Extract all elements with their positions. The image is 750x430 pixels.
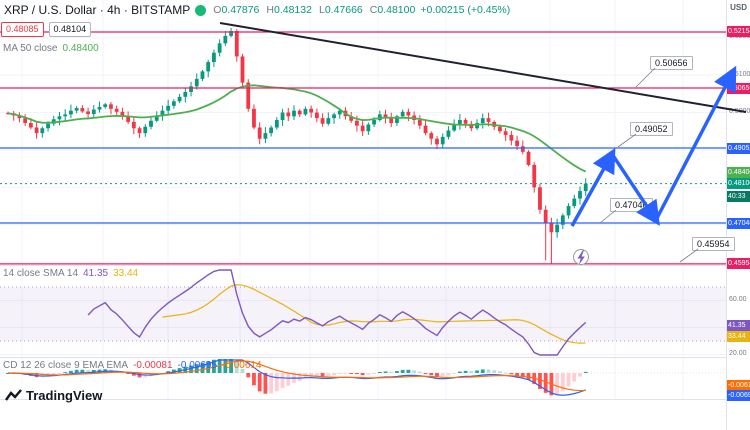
- rsi-legend[interactable]: 14 close SMA 14 41.35 33.44: [3, 268, 138, 279]
- low-value: 0.47666: [324, 4, 363, 16]
- macd-signal-value: -0.00614: [222, 360, 262, 371]
- macd-legend[interactable]: CD 12 26 close 9 EMA EMA -0.00081 -0.006…: [3, 360, 262, 371]
- rsi-legend-label: 14 close SMA 14: [3, 268, 79, 279]
- macd-pane[interactable]: [0, 358, 727, 399]
- rsi-pane[interactable]: [0, 266, 727, 357]
- ohlc-close: C0.48100: [368, 4, 416, 16]
- watermark-text: TradingView: [26, 388, 103, 403]
- price-chart-pane[interactable]: [0, 0, 727, 265]
- rsi-value-label: 33.44: [727, 330, 750, 342]
- buy-price-button[interactable]: 0.48104: [48, 22, 92, 37]
- ohlc-high: H0.48132: [264, 4, 312, 16]
- price-line-label: 0.47046: [727, 217, 750, 229]
- rsi-sma-line: [162, 284, 586, 344]
- ohlc-open: O0.47876: [211, 4, 259, 16]
- rsi-line: [87, 269, 587, 356]
- macd-line-value: -0.00695: [177, 360, 218, 371]
- price-line-label: 0.50656: [727, 82, 750, 94]
- sell-price-button[interactable]: 0.48085: [1, 22, 44, 37]
- high-value: 0.48132: [274, 4, 312, 16]
- price-scale[interactable]: [726, 0, 750, 430]
- change-value: +0.00215 (+0.45%): [420, 4, 511, 16]
- price-line-label: 0.48100: [727, 178, 750, 190]
- ohlc-low: L0.47666: [317, 4, 363, 16]
- pane-divider: [0, 399, 750, 400]
- close-value: 0.48100: [377, 4, 416, 16]
- rsi-value-label: 41.35: [727, 320, 750, 332]
- price-line-label: 0.49052: [727, 142, 750, 154]
- price-callout[interactable]: 0.45954: [692, 237, 735, 251]
- rsi-sma-value: 33.44: [113, 268, 139, 279]
- price-line-label: 40:33: [727, 190, 750, 202]
- macd-hist-value: -0.00081: [133, 360, 173, 371]
- rsi-tick: 60.00: [729, 296, 747, 303]
- price-callout[interactable]: 0.49052: [630, 122, 673, 136]
- bitstamp-logo-icon: [195, 4, 207, 16]
- macd-value-label: -0.00695: [727, 390, 750, 401]
- tradingview-watermark[interactable]: TradingView: [5, 388, 102, 403]
- macd-legend-label: CD 12 26 close 9 EMA EMA: [3, 360, 129, 371]
- pane-divider[interactable]: [0, 265, 750, 266]
- time-scale[interactable]: 252830Sep468111315: [0, 400, 750, 430]
- rsi-legend-value: 41.35: [83, 268, 109, 279]
- rsi-tick: 20.00: [729, 350, 747, 357]
- macd-line: [7, 359, 586, 396]
- price-line-label: 0.48400: [727, 166, 750, 178]
- ma-legend-label: MA 50 close: [3, 43, 58, 54]
- symbol-title[interactable]: XRP / U.S. Dollar · 4h · BITSTAMP: [4, 3, 191, 17]
- tradingview-logo-icon: [5, 388, 22, 401]
- candles[interactable]: [6, 28, 588, 264]
- high-key: H: [266, 4, 274, 16]
- pane-divider[interactable]: [0, 357, 750, 358]
- low-key: L: [318, 4, 325, 16]
- open-value: 0.47876: [221, 4, 260, 16]
- macd-signal-line: [7, 360, 586, 392]
- currency-label: USD: [730, 3, 747, 12]
- open-key: O: [213, 4, 222, 16]
- price-line-label: 0.45954: [727, 258, 750, 270]
- close-key: C: [369, 4, 378, 16]
- price-callout[interactable]: 0.47046: [610, 198, 653, 212]
- ma-legend[interactable]: MA 50 close 0.48400: [3, 43, 99, 54]
- rsi-band: [0, 287, 727, 341]
- symbol-legend[interactable]: XRP / U.S. Dollar · 4h · BITSTAMP O0.478…: [4, 3, 510, 17]
- quote-panel: 0.48085 0.48104: [1, 22, 92, 37]
- price-line-label: 0.52154: [727, 26, 750, 38]
- price-callout[interactable]: 0.50656: [650, 56, 693, 70]
- ma-legend-value: 0.48400: [62, 43, 99, 54]
- macd-value-label: -0.00614: [727, 380, 750, 391]
